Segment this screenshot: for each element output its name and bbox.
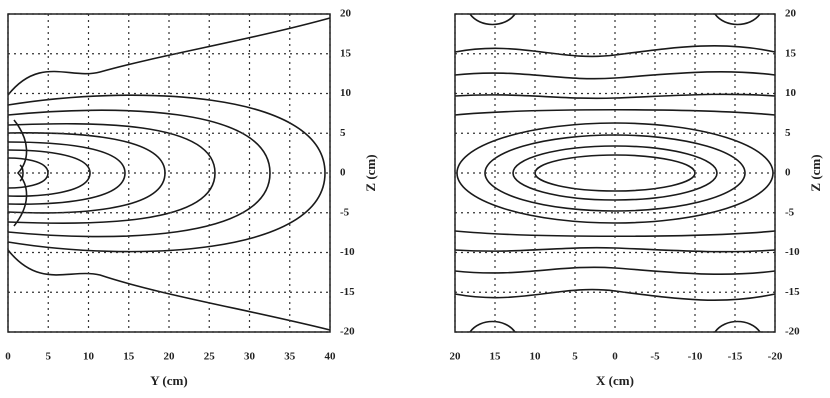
y-tick-label: 20 bbox=[340, 8, 352, 20]
x-tick-label: 5 bbox=[46, 351, 52, 363]
y-tick-label: 10 bbox=[340, 87, 352, 99]
x-axis-label: X (cm) bbox=[596, 373, 634, 388]
x-tick-label: 0 bbox=[612, 351, 618, 363]
x-tick-label: 20 bbox=[164, 351, 176, 363]
x-tick-label: 15 bbox=[123, 351, 135, 363]
y-tick-label: 5 bbox=[785, 127, 791, 139]
x-tick-label: -10 bbox=[688, 351, 703, 363]
y-tick-label: -10 bbox=[785, 246, 800, 258]
figure: 0 5 10 15 20 25 30 35 40 20 15 10 5 0 -5 -10 -15 -20 Y (cm… bbox=[0, 0, 830, 398]
y-tick-label: 0 bbox=[340, 167, 346, 179]
x-tick-label: 10 bbox=[530, 351, 542, 363]
y-tick-label: 15 bbox=[785, 47, 797, 59]
y-tick-label: -20 bbox=[785, 326, 800, 338]
contour-lines-left bbox=[8, 18, 330, 330]
y-tick-label: -15 bbox=[340, 286, 355, 298]
y-axis-label: Z (cm) bbox=[808, 154, 823, 191]
y-tick-label: 5 bbox=[340, 127, 346, 139]
x-tick-label: 15 bbox=[490, 351, 502, 363]
x-tick-label: -15 bbox=[728, 351, 743, 363]
x-tick-label: 5 bbox=[572, 351, 578, 363]
x-tick-label: -20 bbox=[768, 351, 783, 363]
x-tick-label: -5 bbox=[650, 351, 660, 363]
y-tick-label: -5 bbox=[340, 206, 350, 218]
y-tick-label: -5 bbox=[785, 206, 795, 218]
y-tick-label: -10 bbox=[340, 246, 355, 258]
y-tick-label: 20 bbox=[785, 8, 797, 20]
x-tick-label: 25 bbox=[204, 351, 216, 363]
x-tick-label: 0 bbox=[5, 351, 11, 363]
x-tick-label: 10 bbox=[83, 351, 95, 363]
y-tick-label: 15 bbox=[340, 47, 352, 59]
y-tick-label: -15 bbox=[785, 286, 800, 298]
x-tick-label: 40 bbox=[325, 351, 337, 363]
x-tick-label: 35 bbox=[284, 351, 296, 363]
x-tick-label: 20 bbox=[450, 351, 462, 363]
y-tick-label: -20 bbox=[340, 326, 355, 338]
y-tick-label: 10 bbox=[785, 87, 797, 99]
x-tick-label: 30 bbox=[244, 351, 256, 363]
x-axis-label: Y (cm) bbox=[150, 373, 187, 388]
y-tick-label: 0 bbox=[785, 167, 791, 179]
y-axis-label: Z (cm) bbox=[363, 154, 378, 191]
